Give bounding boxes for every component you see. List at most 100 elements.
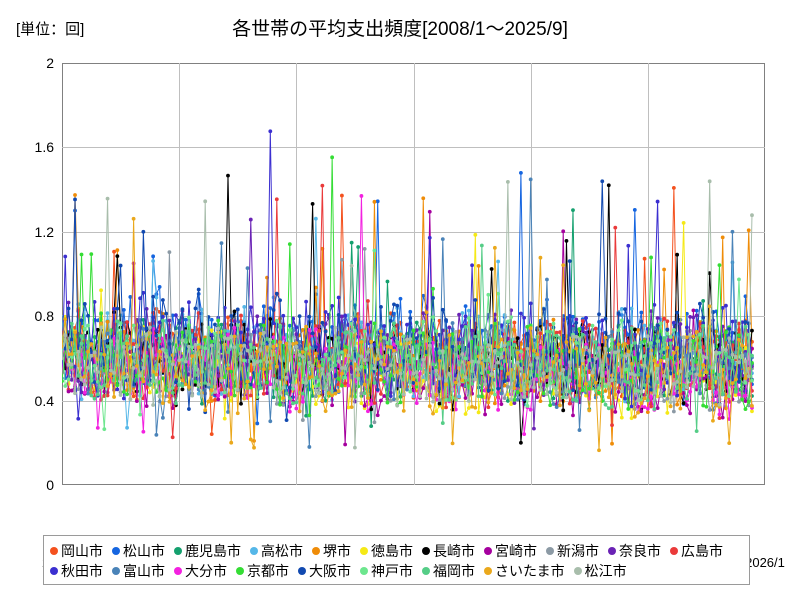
data-point-marker <box>483 358 487 363</box>
data-point-marker <box>629 416 634 421</box>
data-point-marker <box>737 392 741 397</box>
data-point-marker <box>740 343 745 348</box>
data-point-marker <box>681 391 686 395</box>
legend-item-長崎市[interactable]: 長崎市 <box>422 544 475 558</box>
legend-item-岡山市[interactable]: 岡山市 <box>50 544 103 558</box>
data-point-marker <box>694 387 699 392</box>
data-point-marker <box>320 183 325 188</box>
data-point-marker <box>619 318 624 323</box>
data-point-marker <box>379 377 383 382</box>
data-point-marker <box>69 355 74 360</box>
data-point-marker <box>613 392 618 397</box>
data-point-marker <box>300 355 305 359</box>
data-point-marker <box>229 440 234 445</box>
data-point-marker <box>349 370 354 374</box>
data-point-marker <box>102 389 107 394</box>
data-point-marker <box>450 441 455 446</box>
data-point-marker <box>294 400 299 405</box>
data-point-marker <box>652 391 657 395</box>
data-point-marker <box>343 375 348 380</box>
data-point-marker <box>440 237 445 242</box>
data-point-marker <box>392 397 396 402</box>
legend-item-新潟市[interactable]: 新潟市 <box>546 544 599 558</box>
legend-item-秋田市[interactable]: 秋田市 <box>50 564 103 578</box>
data-point-marker <box>294 341 299 345</box>
data-point-marker <box>362 403 367 408</box>
data-point-marker <box>408 389 413 394</box>
data-point-marker <box>613 395 618 400</box>
data-point-marker <box>597 346 601 350</box>
data-point-marker <box>632 389 637 393</box>
data-point-marker <box>577 428 582 432</box>
data-point-marker <box>62 379 64 384</box>
data-point-marker <box>274 318 279 323</box>
data-point-marker <box>639 389 644 394</box>
data-point-marker <box>564 238 569 243</box>
legend-item-奈良市[interactable]: 奈良市 <box>608 544 661 558</box>
legend-label: 高松市 <box>261 543 303 559</box>
data-point-marker <box>356 245 361 249</box>
data-point-marker <box>453 380 458 385</box>
legend-item-松山市[interactable]: 松山市 <box>112 544 165 558</box>
data-point-marker <box>437 401 442 406</box>
data-point-marker <box>76 416 81 421</box>
legend-item-福岡市[interactable]: 福岡市 <box>422 564 475 578</box>
legend-item-鹿児島市[interactable]: 鹿児島市 <box>174 544 241 558</box>
data-point-marker <box>392 321 396 326</box>
data-point-marker <box>385 400 390 405</box>
data-point-marker <box>313 345 318 349</box>
data-point-marker <box>141 327 146 331</box>
legend-item-宮崎市[interactable]: 宮崎市 <box>484 544 537 558</box>
legend-item-京都市[interactable]: 京都市 <box>236 564 289 578</box>
legend-item-高松市[interactable]: 高松市 <box>250 544 303 558</box>
data-point-marker <box>418 330 422 335</box>
data-point-marker <box>629 371 634 376</box>
data-point-marker <box>463 375 468 380</box>
legend-item-神戸市[interactable]: 神戸市 <box>360 564 413 578</box>
data-point-marker <box>681 383 686 388</box>
legend-item-富山市[interactable]: 富山市 <box>112 564 165 578</box>
legend-label: 奈良市 <box>619 543 661 559</box>
data-point-marker <box>613 225 618 230</box>
legend-item-広島市[interactable]: 広島市 <box>670 544 723 558</box>
data-point-marker <box>392 311 396 316</box>
legend-item-松江市[interactable]: 松江市 <box>573 564 627 578</box>
y-tick-label: 0 <box>46 477 54 493</box>
data-point-marker <box>743 393 748 398</box>
data-point-marker <box>187 329 191 334</box>
data-point-marker <box>626 407 631 411</box>
legend-item-堺市[interactable]: 堺市 <box>312 544 351 558</box>
data-point-marker <box>86 391 90 396</box>
data-point-marker <box>492 349 497 353</box>
data-point-marker <box>287 342 292 346</box>
data-point-marker <box>304 324 308 329</box>
data-point-marker <box>662 316 667 321</box>
data-point-marker <box>623 379 627 384</box>
legend-item-徳島市[interactable]: 徳島市 <box>360 544 413 558</box>
data-point-marker <box>720 305 725 310</box>
data-point-marker <box>551 367 556 372</box>
data-point-marker <box>681 220 686 225</box>
data-point-marker <box>313 216 318 221</box>
data-point-marker <box>743 381 748 385</box>
legend-item-大分市[interactable]: 大分市 <box>174 564 227 578</box>
data-point-marker <box>577 327 582 331</box>
data-point-marker <box>701 363 706 367</box>
data-point-marker <box>99 385 103 390</box>
data-point-marker <box>99 288 103 293</box>
data-point-marker <box>92 380 97 385</box>
data-point-marker <box>239 330 243 335</box>
data-point-marker <box>281 403 286 407</box>
data-point-marker <box>271 344 276 349</box>
data-point-marker <box>369 424 374 428</box>
legend-item-さいたま市[interactable]: さいたま市 <box>484 564 565 578</box>
legend-marker-icon <box>312 547 320 555</box>
data-point-marker <box>261 323 266 328</box>
data-point-marker <box>619 306 624 311</box>
data-point-marker <box>473 405 478 410</box>
data-point-marker <box>496 259 501 264</box>
legend-item-大阪市[interactable]: 大阪市 <box>298 564 351 578</box>
data-point-marker <box>278 402 282 407</box>
data-point-marker <box>606 354 611 358</box>
data-point-marker <box>584 315 588 320</box>
